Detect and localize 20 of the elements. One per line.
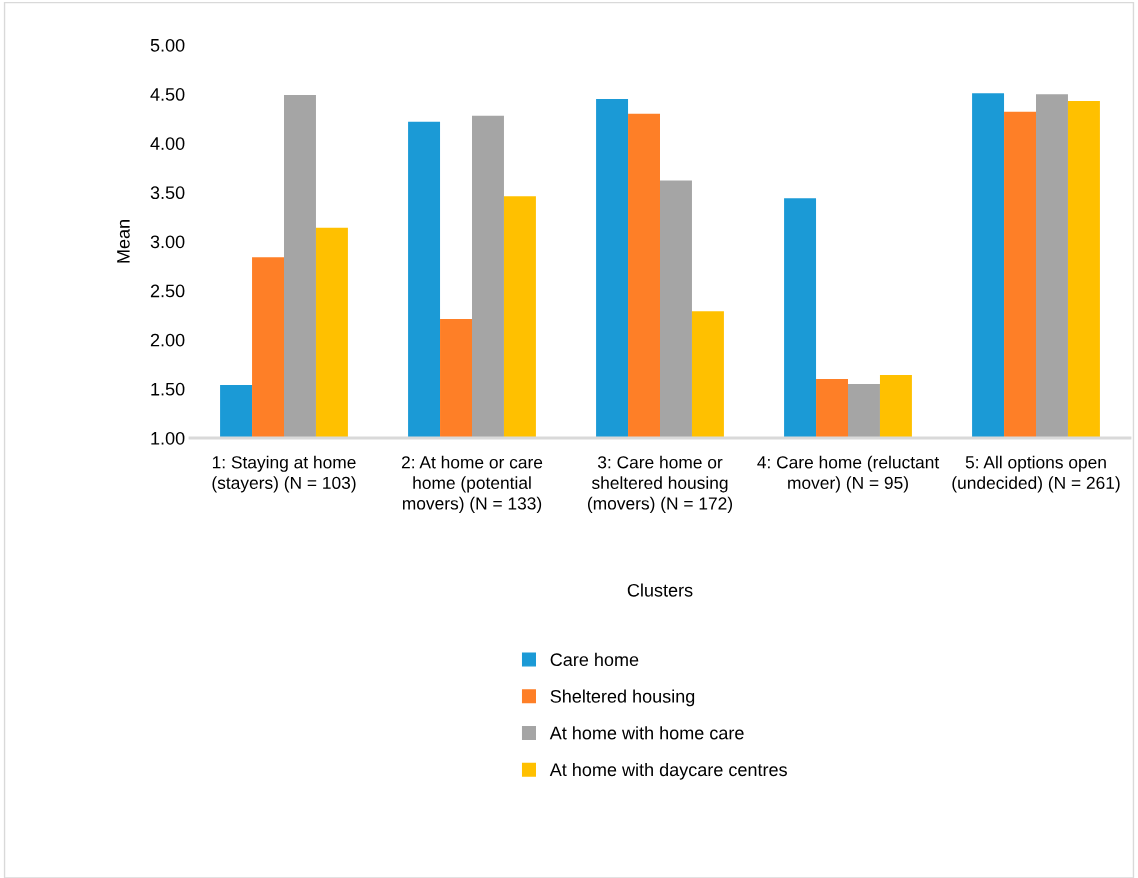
y-tick-label: 2.50 — [150, 284, 185, 298]
x-tick-label: 2: At home or care home (potential movers) (N = 133) — [401, 455, 543, 514]
y-tick-label: 3.00 — [150, 235, 185, 249]
legend-label: At home with daycare centres — [549, 762, 787, 780]
y-tick-label: 4.00 — [150, 137, 185, 150]
legend-label: Sheltered housing — [550, 689, 695, 707]
y-tick-label: 1.50 — [151, 382, 185, 396]
legend-label: Care home — [550, 652, 639, 667]
x-tick-label: 4: Care home (reluctant mover) (N = 95) — [757, 455, 940, 493]
x-tick-label: 3: Care home or sheltered housing (movers) (N = 172) — [588, 455, 732, 514]
y-tick-label: 2.00 — [150, 333, 185, 347]
x-tick-label: 1: Staying at home (stayers) (N = 103) — [212, 455, 356, 493]
y-tick-label: 5.00 — [150, 38, 185, 52]
x-tick-label: 5: All options open (undecided) (N = 261) — [952, 455, 1120, 493]
y-axis-title: Mean — [117, 220, 130, 263]
y-tick-label: 1.00 — [151, 431, 185, 445]
x-axis-title: Clusters — [627, 583, 693, 597]
y-tick-label: 3.50 — [150, 186, 185, 200]
legend-label: At home with home care — [549, 726, 744, 740]
y-tick-label: 4.50 — [150, 88, 185, 101]
